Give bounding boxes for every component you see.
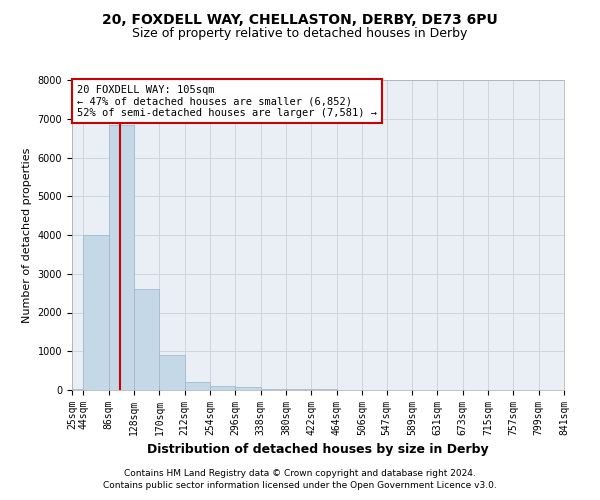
Bar	[261, 389, 286, 390]
Text: Contains HM Land Registry data © Crown copyright and database right 2024.: Contains HM Land Registry data © Crown c…	[124, 468, 476, 477]
Bar	[286, 389, 311, 390]
Bar	[160, 355, 185, 390]
Bar	[83, 235, 109, 390]
Bar	[72, 389, 83, 390]
Bar	[185, 382, 210, 390]
Text: 20, FOXDELL WAY, CHELLASTON, DERBY, DE73 6PU: 20, FOXDELL WAY, CHELLASTON, DERBY, DE73…	[102, 12, 498, 26]
Text: Contains public sector information licensed under the Open Government Licence v3: Contains public sector information licen…	[103, 481, 497, 490]
Bar	[134, 289, 160, 390]
X-axis label: Distribution of detached houses by size in Derby: Distribution of detached houses by size …	[147, 444, 489, 456]
Bar	[109, 124, 134, 390]
Text: Size of property relative to detached houses in Derby: Size of property relative to detached ho…	[133, 28, 467, 40]
Bar	[235, 387, 261, 390]
Text: 20 FOXDELL WAY: 105sqm
← 47% of detached houses are smaller (6,852)
52% of semi-: 20 FOXDELL WAY: 105sqm ← 47% of detached…	[77, 84, 377, 118]
Bar	[210, 386, 235, 390]
Y-axis label: Number of detached properties: Number of detached properties	[22, 148, 32, 322]
